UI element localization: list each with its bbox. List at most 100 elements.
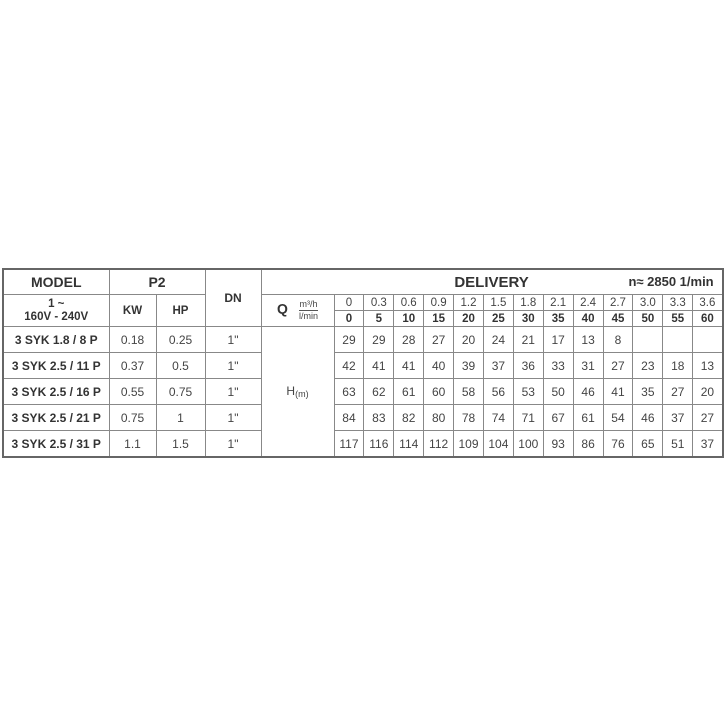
head-cell: 13 (692, 352, 724, 379)
flow-lmin-cell: 40 (572, 310, 604, 327)
flow-m3h-cell: 0.6 (393, 294, 425, 311)
flow-m3h-cell: 3.0 (632, 294, 664, 311)
h-unit: (m) (295, 389, 309, 399)
head-cell: 86 (572, 430, 604, 458)
dn-cell: 1" (204, 352, 262, 379)
head-cell: 39 (453, 352, 484, 379)
head-cell: 31 (572, 352, 604, 379)
delivery-header: DELIVERY n≈ 2850 1/min (260, 268, 724, 295)
head-cell: 51 (662, 430, 694, 458)
head-cell: 28 (393, 326, 425, 353)
voltage-range: 160V - 240V (24, 310, 89, 323)
table-row: 3 SYK 2.5 / 16 P 0.55 0.75 1" 63 62 61 60 58 56 53… (2, 378, 724, 405)
kw-cell: 0.18 (108, 326, 157, 353)
model-cell: 3 SYK 2.5 / 21 P (2, 404, 110, 431)
flow-m3h-cell: 0 (333, 294, 365, 311)
flow-lmin-cell: 35 (542, 310, 574, 327)
table-row: 3 SYK 2.5 / 31 P 1.1 1.5 1" 117 116 114 112 109 1… (2, 430, 724, 458)
delivery-title: DELIVERY (454, 273, 529, 291)
head-cell (632, 326, 664, 353)
head-cell: 61 (572, 404, 604, 431)
head-cell: 46 (572, 378, 604, 405)
h-label: H (286, 384, 296, 398)
kw-cell: 1.1 (108, 430, 157, 458)
flow-lmin-cell: 0 (333, 310, 365, 327)
head-cell: 74 (482, 404, 514, 431)
head-cell: 36 (512, 352, 544, 379)
dn-cell: 1" (204, 404, 262, 431)
model-cell: 3 SYK 2.5 / 16 P (2, 378, 110, 405)
head-cell: 80 (423, 404, 455, 431)
head-cell: 21 (512, 326, 544, 353)
head-cell: 29 (333, 326, 365, 353)
head-cell: 65 (632, 430, 664, 458)
head-cell: 56 (482, 378, 514, 405)
head-cell: 37 (692, 430, 724, 458)
head-cell: 67 (542, 404, 574, 431)
head-cell: 112 (423, 430, 455, 458)
head-cell (692, 326, 724, 353)
head-cell: 27 (602, 352, 634, 379)
voltage-phase: 1 ~ (48, 297, 65, 310)
flow-m3h-cell: 1.5 (482, 294, 514, 311)
head-cell: 76 (602, 430, 634, 458)
flow-lmin-cell: 15 (423, 310, 455, 327)
head-cell: 41 (602, 378, 634, 405)
head-cell: 42 (333, 352, 365, 379)
speed-label: n≈ 2850 1/min (628, 274, 714, 289)
head-cell: 46 (632, 404, 664, 431)
dn-cell: 1" (204, 378, 262, 405)
dn-header: DN (204, 268, 262, 327)
head-cell: 62 (363, 378, 395, 405)
model-header: MODEL (2, 268, 110, 295)
table-row: 3 SYK 2.5 / 21 P 0.75 1 1" 84 83 82 80 78 74 71 67 6… (2, 404, 724, 431)
head-cell: 8 (602, 326, 634, 353)
hp-cell: 0.75 (155, 378, 206, 405)
head-cell: 41 (363, 352, 395, 379)
head-cell: 100 (512, 430, 544, 458)
model-cell: 3 SYK 2.5 / 31 P (2, 430, 110, 458)
head-cell: 83 (363, 404, 395, 431)
head-cell: 20 (453, 326, 484, 353)
head-cell: 50 (542, 378, 574, 405)
flow-label: Q m³/h l/min (260, 294, 335, 327)
head-cell: 60 (423, 378, 455, 405)
head-label: H(m) (260, 326, 335, 458)
model-cell: 3 SYK 1.8 / 8 P (2, 326, 110, 353)
head-cell: 35 (632, 378, 664, 405)
head-cell: 84 (333, 404, 365, 431)
head-cell: 53 (512, 378, 544, 405)
head-cell: 78 (453, 404, 484, 431)
q-label: Q (276, 300, 288, 317)
head-cell: 27 (423, 326, 455, 353)
flow-m3h-cell: 1.8 (512, 294, 544, 311)
p2-header: P2 (108, 268, 206, 295)
dn-cell: 1" (204, 430, 262, 458)
head-cell: 117 (333, 430, 365, 458)
head-cell: 114 (393, 430, 425, 458)
head-cell: 20 (692, 378, 724, 405)
hp-header: HP (155, 294, 206, 327)
q-units: m³/h l/min (299, 299, 319, 322)
hp-cell: 0.5 (155, 352, 206, 379)
flow-lmin-cell: 60 (692, 310, 724, 327)
kw-cell: 0.55 (108, 378, 157, 405)
flow-m3h-cell: 0.3 (363, 294, 395, 311)
flow-m3h-cell: 2.7 (602, 294, 634, 311)
head-cell (662, 326, 694, 353)
flow-m3h-cell: 0.9 (423, 294, 455, 311)
head-cell: 104 (482, 430, 514, 458)
flow-lmin-cell: 50 (632, 310, 664, 327)
flow-lmin-cell: 30 (512, 310, 544, 327)
voltage-header: 1 ~ 160V - 240V (2, 294, 110, 327)
hp-cell: 0.25 (155, 326, 206, 353)
flow-m3h-cell: 2.4 (572, 294, 604, 311)
flow-lmin-cell: 55 (662, 310, 694, 327)
hp-cell: 1 (155, 404, 206, 431)
pump-performance-table: MODEL P2 DN DELIVERY n≈ 2850 1/min 1 ~ 1… (2, 268, 724, 458)
flow-m3h-cell: 3.6 (692, 294, 724, 311)
head-cell: 23 (632, 352, 664, 379)
head-cell: 82 (393, 404, 425, 431)
table-row: 3 SYK 1.8 / 8 P 0.18 0.25 1" H(m) 29 29 28 27 20 2… (2, 326, 724, 458)
head-cell: 40 (423, 352, 455, 379)
